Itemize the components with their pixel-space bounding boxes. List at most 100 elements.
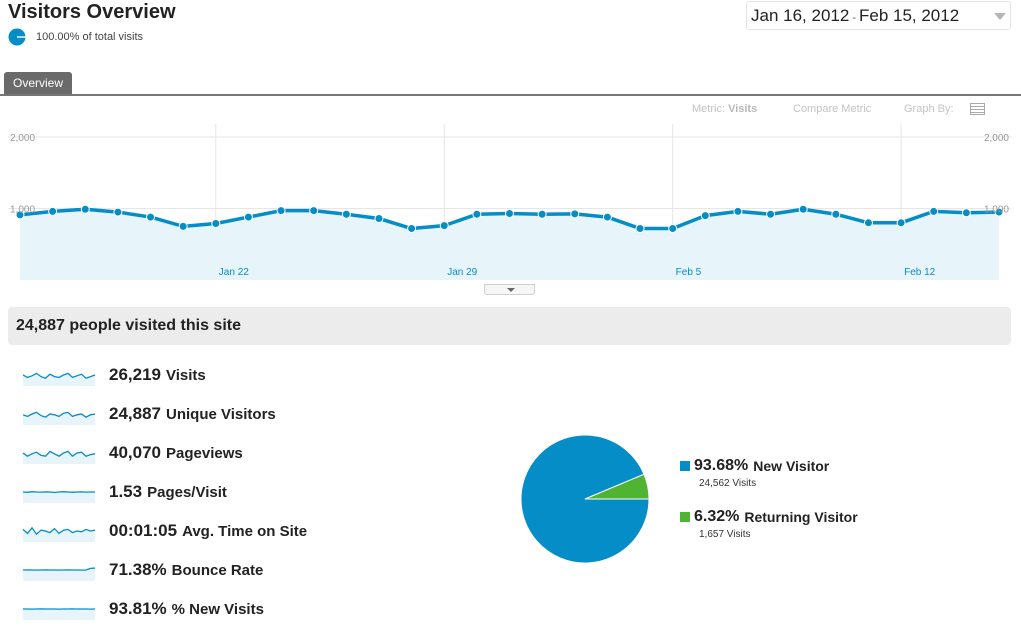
chevron-down-icon[interactable]	[994, 13, 1006, 20]
tab-overview[interactable]: Overview	[4, 72, 73, 94]
metric-row-pages-per-visit[interactable]: 1.53 Pages/Visit	[22, 477, 227, 507]
metric-value: 93.81%	[109, 599, 167, 618]
metric-row-bounce-rate[interactable]: 71.38% Bounce Rate	[22, 555, 263, 585]
metric-prefix: Metric:	[692, 103, 725, 115]
data-point	[374, 214, 384, 224]
pie-segment-icon	[8, 28, 26, 46]
data-point	[733, 206, 743, 216]
sparkline-fill	[23, 568, 95, 581]
data-point	[80, 204, 90, 214]
metric-value: 1.53	[109, 482, 143, 501]
data-point	[341, 209, 351, 219]
data-point	[798, 204, 808, 214]
legend-visits: 1,657 Visits	[699, 529, 751, 540]
sparkline-line	[22, 372, 96, 379]
sparkline-icon	[22, 526, 96, 542]
visits-chart: 2,000 1,000 2,000 1,000 Jan 22 Jan 29 Feb 5 Feb…	[8, 118, 1011, 294]
data-point	[15, 210, 25, 220]
data-point	[929, 206, 939, 216]
summary-text: 24,887 people visited this site	[16, 317, 241, 334]
sparkline-icon	[22, 567, 96, 581]
sparkline-fill	[23, 412, 95, 425]
y-tick-label-right: 1,000	[984, 205, 1009, 216]
sparkline-fill	[23, 451, 95, 464]
data-point	[863, 218, 873, 228]
sparkline-line	[22, 450, 96, 458]
area-fill	[20, 209, 999, 280]
metric-row-pageviews[interactable]: 40,070 Pageviews	[22, 438, 243, 468]
data-point	[668, 224, 678, 234]
legend-swatch	[680, 512, 690, 522]
metric-value: 71.38%	[109, 560, 167, 579]
data-point	[831, 209, 841, 219]
legend-percent: 6.32%	[694, 508, 740, 525]
y-tick-label-left: 1,000	[10, 205, 35, 216]
sparkline-icon	[22, 411, 96, 425]
metric-label: Pageviews	[166, 444, 243, 462]
sparkline-fill	[23, 608, 95, 620]
sparkline-line	[22, 491, 95, 494]
date-range-end: Feb 15, 2012	[858, 5, 960, 25]
data-point	[896, 218, 906, 228]
data-point	[635, 224, 645, 234]
metric-value: Visits	[728, 103, 758, 115]
legend-returning-visitor[interactable]: 6.32% Returning Visitor 1,657 Visits	[680, 508, 858, 540]
data-point	[113, 207, 123, 217]
data-point	[211, 219, 221, 229]
sparkline-icon	[22, 450, 96, 464]
graph-by-label: Graph By:	[904, 103, 954, 115]
data-point	[407, 224, 417, 234]
metric-row-new-visits[interactable]: 93.81% % New Visits	[22, 594, 264, 624]
summary-bar: 24,887 people visited this site	[8, 307, 1011, 345]
metric-row-avg-time-on-site[interactable]: 00:01:05 Avg. Time on Site	[22, 516, 307, 546]
legend-swatch	[680, 461, 690, 471]
date-range-picker[interactable]: Jan 16, 2012 - Feb 15, 2012	[746, 1, 1011, 30]
data-point	[766, 209, 776, 219]
data-point	[472, 209, 482, 219]
graph-type-icon[interactable]	[970, 103, 985, 115]
data-point	[243, 212, 253, 222]
visits-chart-svg: 2,000 1,000 2,000 1,000 Jan 22 Jan 29 Feb 5 Feb…	[8, 124, 1011, 280]
data-point	[48, 206, 58, 216]
compare-metric-link[interactable]: Compare Metric	[793, 103, 872, 115]
chevron-down-icon	[507, 288, 515, 292]
segment-label: 100.00% of total visits	[36, 31, 144, 43]
metric-selector[interactable]: Metric: Visits	[692, 103, 757, 115]
date-range-separator: -	[852, 11, 856, 24]
metric-row-visits[interactable]: 26,219 Visits	[22, 360, 206, 390]
sparkline-icon	[23, 608, 96, 620]
report-header: Visitors Overview 100.00% of total visit…	[0, 0, 1021, 70]
legend-percent: 93.68%	[694, 457, 749, 474]
legend-new-visitor[interactable]: 93.68% New Visitor 24,562 Visits	[680, 457, 829, 489]
metric-label: % New Visits	[171, 600, 264, 618]
y-tick-label-left: 2,000	[10, 133, 35, 144]
sparkline-line	[22, 567, 96, 571]
metric-label: Avg. Time on Site	[182, 522, 308, 540]
data-point	[309, 206, 319, 216]
data-point	[505, 209, 514, 219]
metric-value: 40,070	[109, 443, 161, 462]
tab-bar: Overview	[0, 72, 1021, 96]
page-title: Visitors Overview	[8, 1, 176, 23]
metric-label: Bounce Rate	[171, 561, 264, 579]
x-tick-label: Feb 12	[904, 267, 936, 278]
sparkline-line	[22, 411, 96, 418]
legend-name: New Visitor	[753, 458, 830, 474]
visitor-type-pie-chart[interactable]	[520, 434, 650, 564]
sparkline-icon	[22, 491, 95, 503]
data-point	[276, 206, 286, 216]
metric-value: 26,219	[109, 365, 161, 384]
metric-label: Pages/Visit	[147, 483, 227, 501]
data-point	[146, 212, 156, 222]
x-tick-label: Jan 29	[447, 267, 477, 278]
data-point	[537, 209, 547, 219]
metric-value: 24,887	[109, 404, 161, 423]
chart-collapse-toggle[interactable]	[484, 284, 535, 295]
data-point	[994, 207, 1004, 217]
metric-row-unique-visitors[interactable]: 24,887 Unique Visitors	[22, 399, 276, 429]
metric-value: 00:01:05	[109, 521, 178, 540]
legend-name: Returning Visitor	[744, 509, 858, 525]
y-tick-label-right: 2,000	[984, 133, 1009, 144]
data-point	[700, 211, 710, 221]
data-point	[439, 221, 449, 231]
